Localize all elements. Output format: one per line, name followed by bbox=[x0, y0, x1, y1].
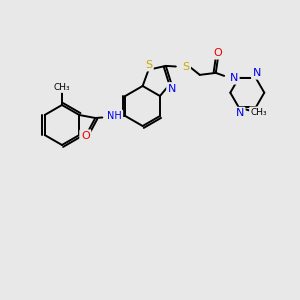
Text: CH₃: CH₃ bbox=[250, 108, 267, 117]
Text: NH: NH bbox=[107, 111, 122, 121]
Text: S: S bbox=[145, 60, 152, 70]
Text: N: N bbox=[253, 68, 261, 78]
Text: S: S bbox=[182, 62, 189, 72]
Text: N: N bbox=[230, 73, 238, 83]
Text: O: O bbox=[213, 48, 222, 58]
Text: N: N bbox=[168, 84, 176, 94]
Text: N: N bbox=[236, 108, 244, 118]
Text: O: O bbox=[81, 131, 90, 141]
Text: CH₃: CH₃ bbox=[54, 82, 70, 91]
